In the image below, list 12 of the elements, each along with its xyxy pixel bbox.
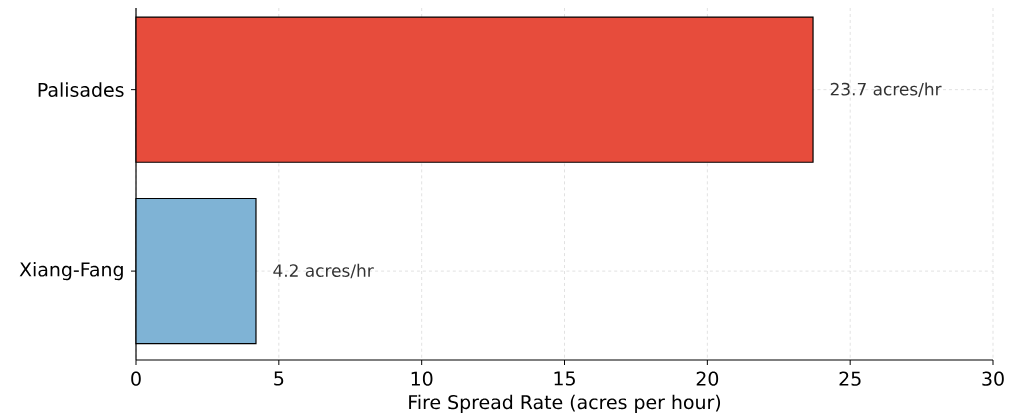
x-tick-label: 0 (131, 371, 141, 386)
x-tick-label: 15 (554, 371, 575, 386)
data-label: 23.7 acres/hr (830, 82, 942, 97)
x-tick-label: 30 (982, 371, 1004, 386)
x-tick-label: 20 (696, 371, 719, 386)
y-tick-label: Palisades (38, 82, 124, 97)
x-tick-label: 25 (839, 371, 861, 386)
x-tick-label: 10 (411, 371, 433, 386)
x-axis-title: Fire Spread Rate (acres per hour) (409, 394, 721, 413)
x-tick-label: 5 (274, 371, 284, 386)
y-tick-label: Xiang-Fang (19, 261, 123, 281)
data-label: 4.2 acres/hr (273, 263, 374, 279)
